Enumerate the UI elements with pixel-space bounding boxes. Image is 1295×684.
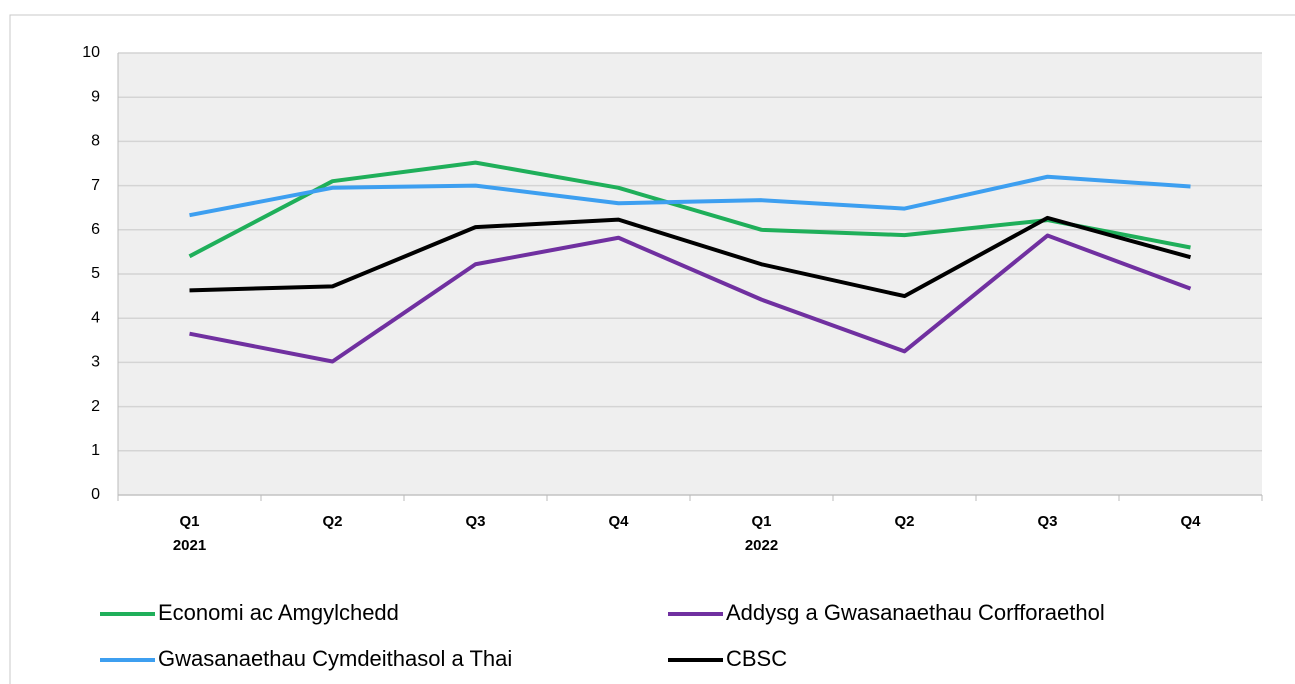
series-line [189, 174, 1191, 218]
series-line [189, 215, 1192, 299]
y-tick-label: 6 [91, 221, 100, 238]
x-tick-label: 2022 [745, 537, 778, 554]
y-tick-label: 8 [91, 133, 100, 150]
y-tick-label: 10 [82, 44, 100, 61]
x-tick-label: Q2 [894, 513, 914, 530]
y-tick-label: 5 [91, 265, 100, 282]
x-tick-label: Q1 [179, 513, 199, 530]
y-tick-label: 1 [91, 442, 100, 459]
x-tick-label: 2021 [173, 537, 206, 554]
legend-label: Economi ac Amgylchedd [158, 600, 399, 625]
x-tick-label: Q3 [1037, 513, 1057, 530]
x-tick-label: Q4 [1180, 513, 1201, 530]
y-tick-label: 7 [91, 177, 100, 194]
x-tick-label: Q1 [751, 513, 771, 530]
y-tick-label: 3 [91, 354, 100, 371]
x-tick-label: Q3 [465, 513, 485, 530]
legend-label: Addysg a Gwasanaethau Corfforaethol [726, 600, 1105, 625]
y-tick-label: 2 [91, 398, 100, 415]
series-line [189, 233, 1192, 364]
y-tick-label: 4 [91, 309, 100, 326]
y-tick-label: 0 [91, 486, 100, 503]
legend-label: Gwasanaethau Cymdeithasol a Thai [158, 646, 512, 671]
x-tick-label: Q2 [322, 513, 342, 530]
x-tick-label: Q4 [608, 513, 629, 530]
series-line [188, 160, 1191, 259]
y-tick-label: 9 [91, 88, 100, 105]
legend-label: CBSC [726, 646, 787, 671]
